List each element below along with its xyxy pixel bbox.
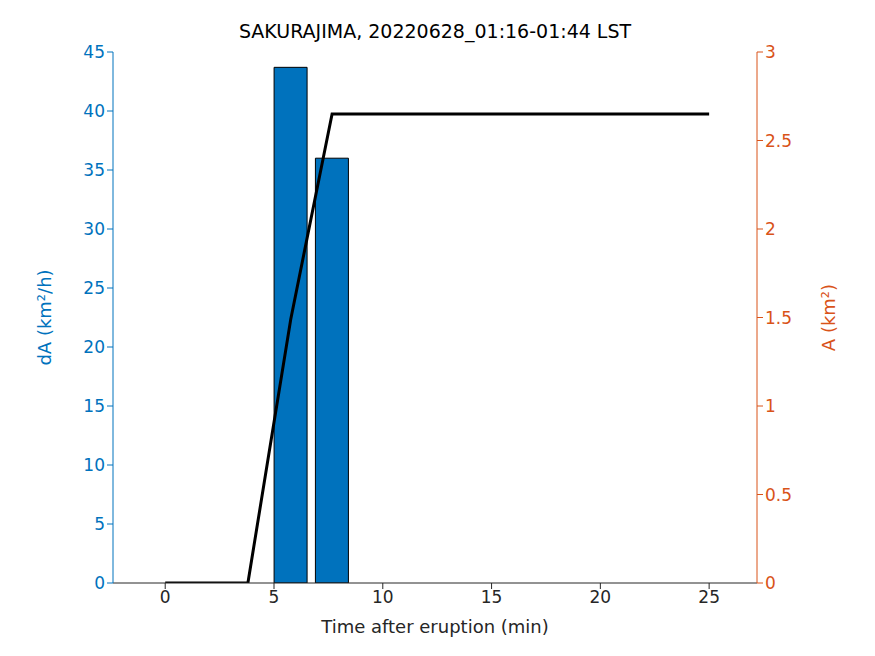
svg-text:10: 10 — [83, 455, 105, 475]
svg-text:25: 25 — [83, 278, 105, 298]
svg-text:1: 1 — [765, 396, 776, 416]
svg-text:1.5: 1.5 — [765, 308, 792, 328]
svg-text:30: 30 — [83, 219, 105, 239]
svg-text:5: 5 — [94, 514, 105, 534]
svg-text:40: 40 — [83, 101, 105, 121]
svg-text:Time after eruption (min): Time after eruption (min) — [320, 616, 549, 637]
svg-text:0.5: 0.5 — [765, 485, 792, 505]
svg-text:35: 35 — [83, 160, 105, 180]
svg-text:0: 0 — [160, 587, 171, 607]
svg-text:dA (km²/h): dA (km²/h) — [34, 269, 55, 365]
svg-text:25: 25 — [698, 587, 720, 607]
svg-text:15: 15 — [83, 396, 105, 416]
svg-text:20: 20 — [590, 587, 612, 607]
svg-text:0: 0 — [765, 573, 776, 593]
svg-text:2.5: 2.5 — [765, 131, 792, 151]
svg-text:15: 15 — [481, 587, 503, 607]
svg-text:2: 2 — [765, 219, 776, 239]
svg-text:5: 5 — [269, 587, 280, 607]
html-text:SAKURAJIMA, 20220628_01:16-01:: SAKURAJIMA, 20220628_01:16-01:44 LST — [238, 20, 632, 42]
svg-text:20: 20 — [83, 337, 105, 357]
svg-text:0: 0 — [94, 573, 105, 593]
svg-text:A (km²): A (km²) — [818, 284, 839, 351]
svg-text:10: 10 — [372, 587, 394, 607]
svg-text:45: 45 — [83, 42, 105, 62]
svg-text:3: 3 — [765, 42, 776, 62]
